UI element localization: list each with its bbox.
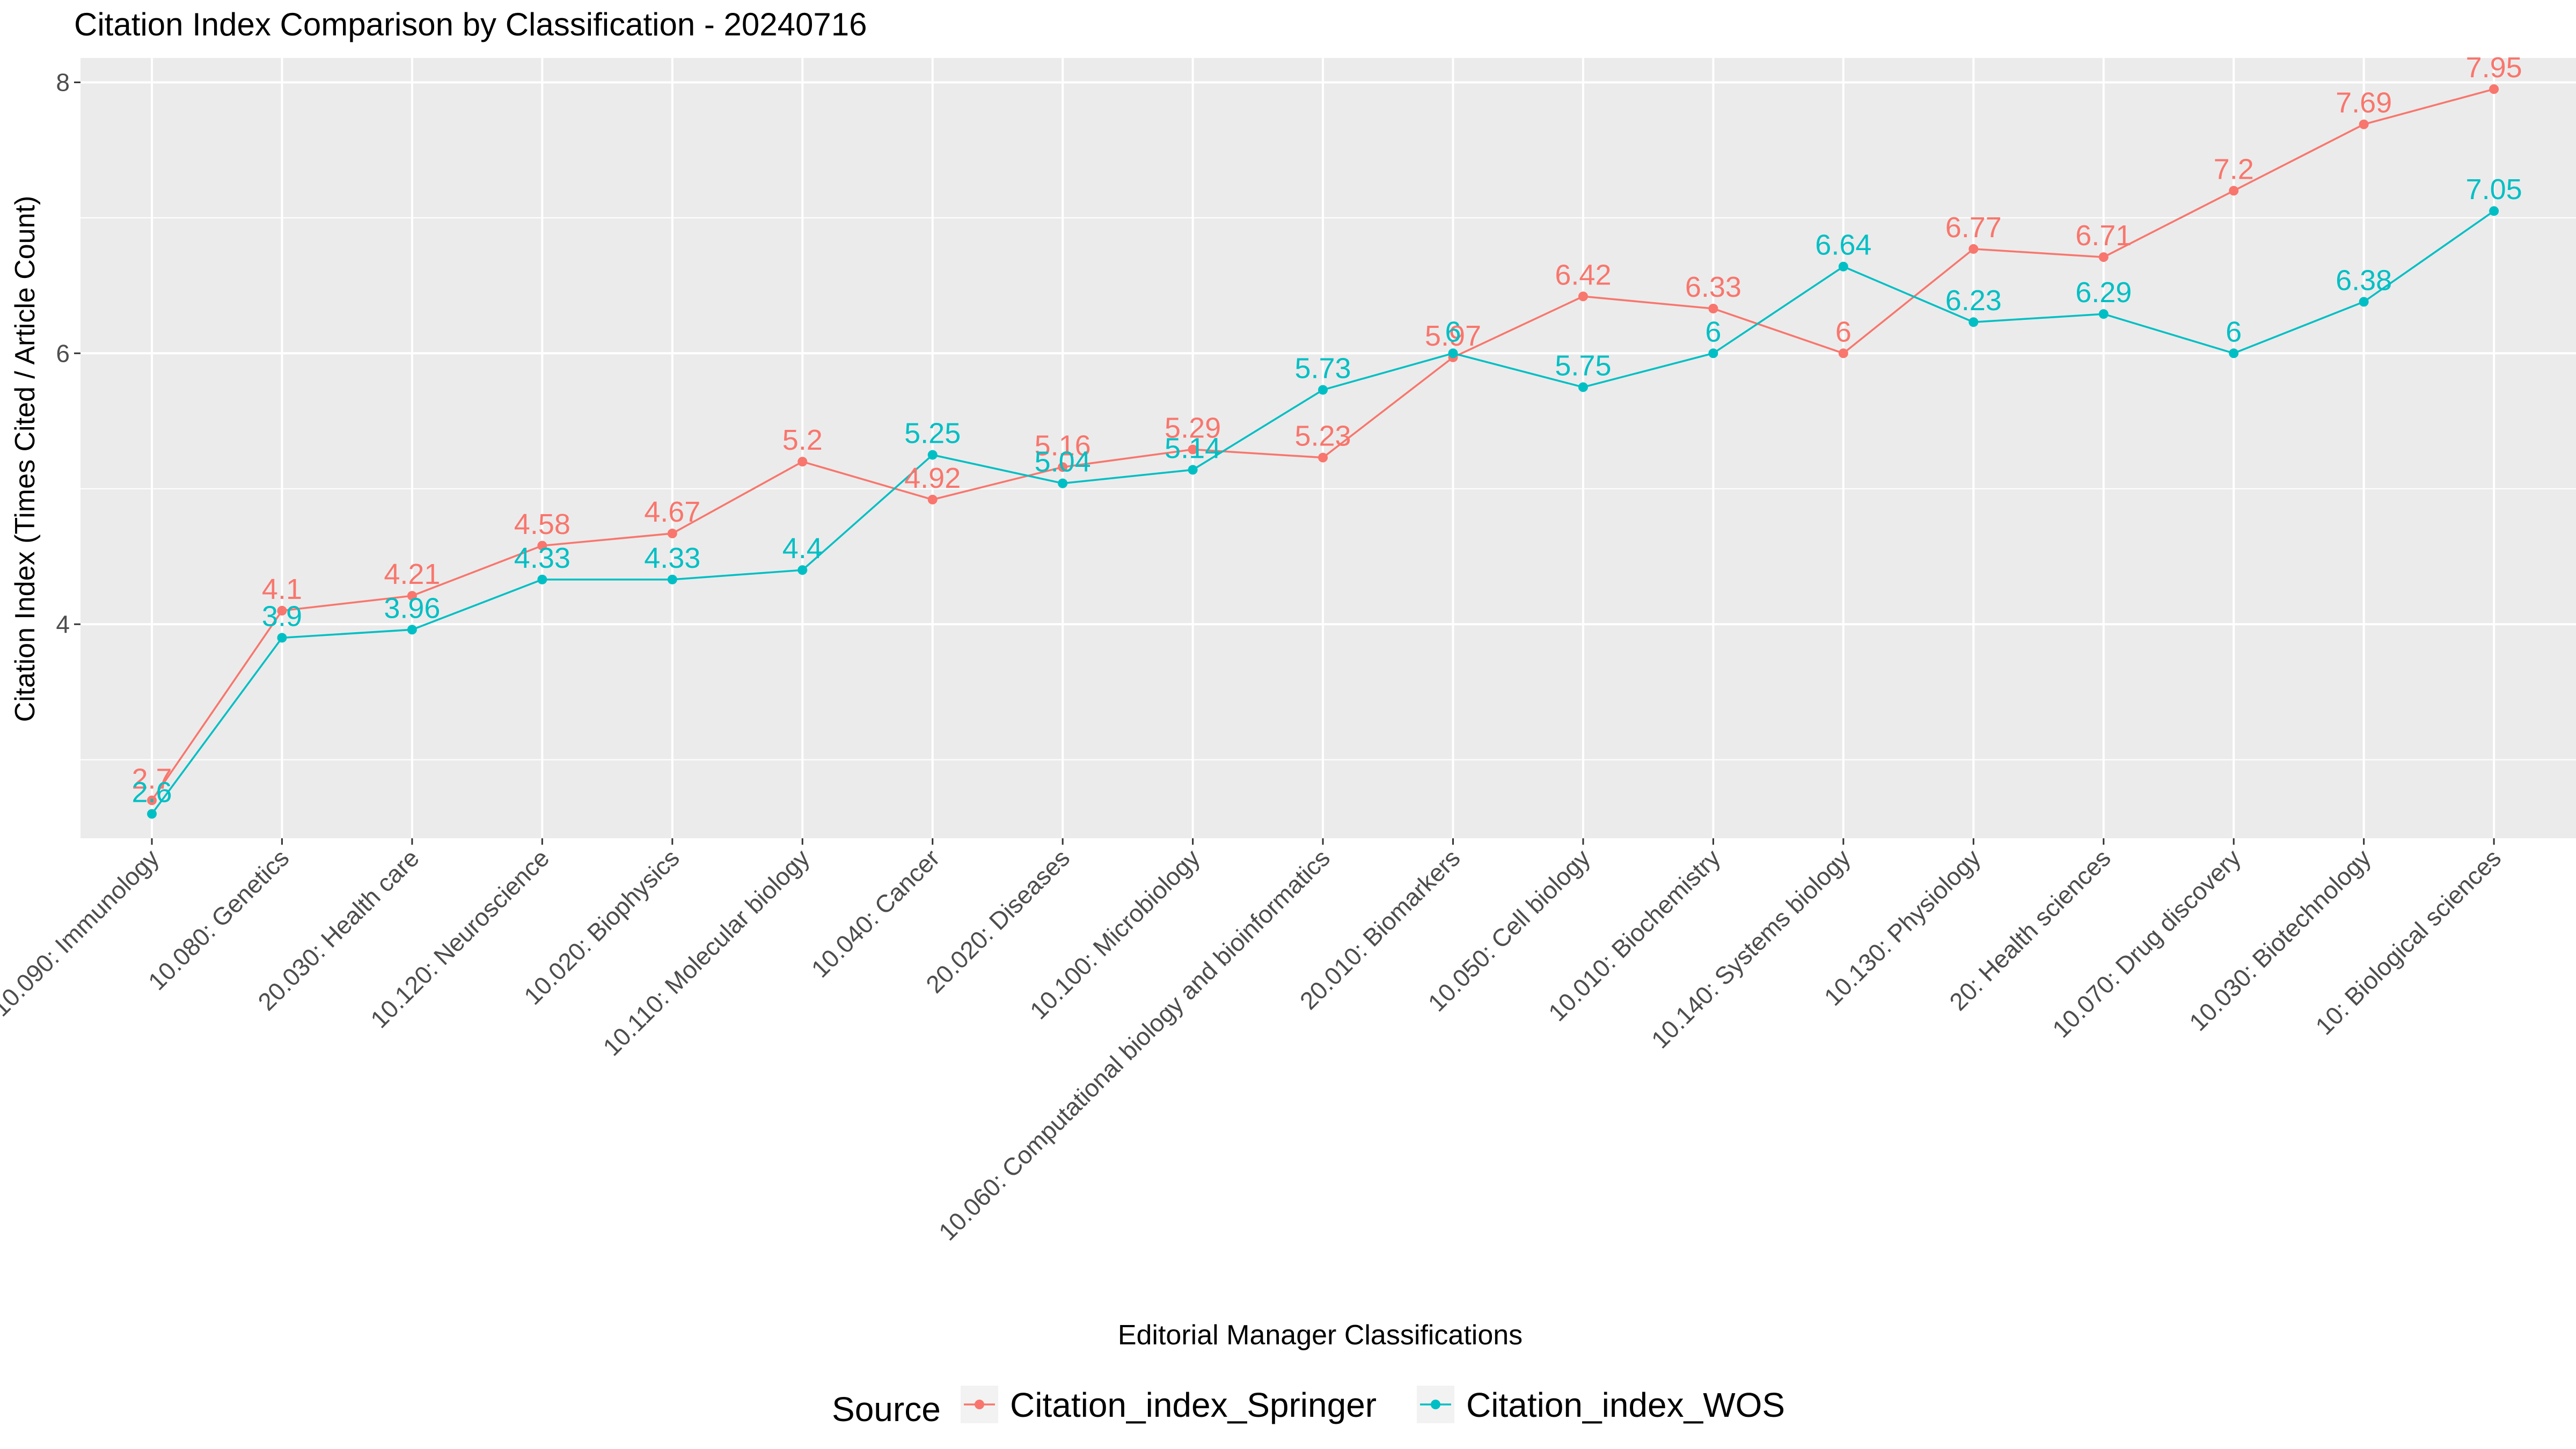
chart-title: Citation Index Comparison by Classificat… (74, 6, 867, 42)
data-point (927, 494, 938, 504)
legend-key-point (975, 1400, 984, 1409)
data-point (2359, 297, 2369, 307)
data-point (1188, 465, 1198, 475)
legend-key-point (1431, 1400, 1440, 1409)
y-axis: 4 6 8 (56, 68, 80, 638)
data-point (1318, 385, 1328, 395)
data-label: 6.29 (2075, 276, 2132, 309)
data-point (147, 795, 157, 806)
data-point (537, 540, 547, 551)
data-label: 5.97 (1425, 320, 1481, 352)
data-label: 4.33 (644, 542, 700, 574)
series-points (147, 84, 2499, 819)
data-label: 5.29 (1165, 412, 1221, 444)
data-point (1708, 303, 1718, 313)
data-label: 4.33 (514, 542, 570, 574)
y-tick-label: 4 (56, 610, 70, 638)
data-label: 2.7 (131, 763, 172, 795)
data-point (927, 450, 938, 460)
data-label: 7.2 (2214, 153, 2254, 185)
x-axis-title: Editorial Manager Classifications (1118, 1320, 1523, 1351)
data-label: 6 (1705, 316, 1721, 348)
data-label: 5.16 (1035, 429, 1091, 462)
data-label: 4.4 (782, 532, 823, 565)
x-tick-label: 10.110: Molecular biology (597, 844, 815, 1061)
data-label: 6.23 (1945, 284, 2002, 317)
data-label: 5.75 (1555, 349, 1611, 382)
data-label: 4.21 (384, 558, 440, 590)
data-point (1708, 348, 1718, 358)
data-point (1188, 444, 1198, 455)
data-point (1968, 317, 1979, 327)
grid-minor (80, 217, 2576, 760)
data-point (407, 591, 417, 601)
legend: Source Citation_index_Springer Citation_i… (832, 1386, 1785, 1429)
data-label: 7.69 (2336, 87, 2392, 119)
legend-title: Source (832, 1390, 941, 1429)
data-label: 5.25 (904, 418, 961, 450)
data-point (667, 574, 677, 584)
data-point (1058, 478, 1068, 488)
data-point (2229, 186, 2239, 196)
data-label: 6.64 (1815, 229, 1871, 261)
data-point (2489, 206, 2499, 216)
data-label: 6.77 (1945, 211, 2002, 244)
y-tick-label: 8 (56, 68, 70, 96)
data-point (277, 605, 287, 616)
data-label: 6 (1835, 316, 1851, 348)
x-tick-label: 10.090: Immunology (0, 844, 164, 1022)
data-label: 5.14 (1165, 432, 1221, 464)
data-label: 5.23 (1294, 420, 1351, 452)
data-point (147, 809, 157, 819)
data-point (1578, 382, 1588, 392)
data-label: 3.96 (384, 592, 440, 624)
data-point (537, 574, 547, 584)
data-label: 3.9 (262, 600, 302, 632)
data-label: 7.05 (2466, 173, 2522, 206)
data-label: 4.58 (514, 508, 570, 540)
data-point (1968, 244, 1979, 254)
data-label: 2.6 (131, 777, 172, 809)
data-point (2489, 84, 2499, 94)
data-label: 5.04 (1035, 446, 1091, 478)
x-tick-label: 10.040: Cancer (806, 844, 945, 983)
data-label: 4.92 (904, 462, 961, 494)
data-label: 6.71 (2075, 219, 2132, 252)
data-point (1578, 291, 1588, 302)
data-point (797, 565, 808, 575)
data-label: 6.33 (1685, 271, 1741, 303)
data-label: 6 (2226, 316, 2242, 348)
y-axis-title: Citation Index (Times Cited / Article Co… (10, 196, 41, 722)
data-point (2359, 119, 2369, 129)
y-tick-label: 6 (56, 339, 70, 367)
legend-label: Citation_index_WOS (1466, 1386, 1785, 1424)
data-point (1318, 452, 1328, 463)
data-point (1838, 261, 1848, 272)
data-label: 5.73 (1294, 352, 1351, 384)
data-label: 5.2 (782, 424, 823, 456)
data-point (797, 457, 808, 467)
legend-label: Citation_index_Springer (1010, 1386, 1377, 1424)
data-point (2098, 252, 2109, 262)
x-tick-label: 10.080: Genetics (143, 844, 295, 996)
data-labels: 2.7 4.1 4.21 4.58 4.67 5.2 4.92 5.16 5.29 5.23 5.9… (131, 52, 2522, 809)
data-label: 6.42 (1555, 259, 1611, 291)
data-label: 6 (1445, 316, 1461, 348)
data-point (667, 529, 677, 539)
data-point (1448, 348, 1458, 358)
data-label: 4.1 (262, 573, 302, 605)
x-tick-label: 20.020: Diseases (920, 844, 1075, 998)
data-label: 6.38 (2336, 264, 2392, 296)
data-label: 7.95 (2466, 52, 2522, 84)
data-point (2098, 309, 2109, 319)
data-label: 4.67 (644, 496, 700, 528)
data-point (1838, 348, 1848, 358)
data-point (407, 625, 417, 635)
data-point (1058, 462, 1068, 472)
plot-panel (80, 58, 2576, 838)
data-point (2229, 348, 2239, 358)
data-point (277, 633, 287, 643)
